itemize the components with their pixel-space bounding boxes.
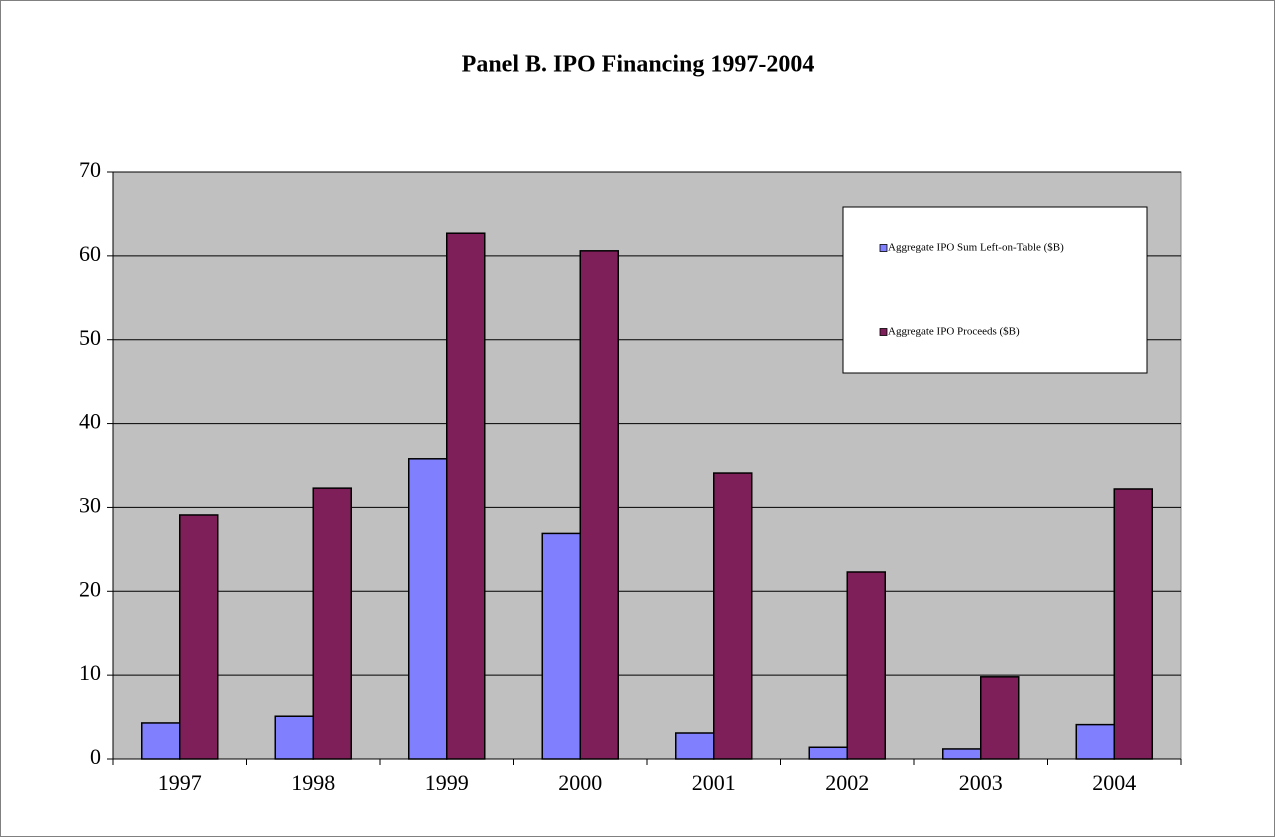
- x-tick-label: 2003: [959, 770, 1003, 795]
- bar: [675, 732, 715, 760]
- bar: [179, 514, 219, 760]
- x-tick-label: 2000: [558, 770, 602, 795]
- legend-label: Aggregate IPO Sum Left-on-Table ($B): [888, 242, 1064, 254]
- y-tick-label: 50: [79, 325, 101, 350]
- bar: [141, 722, 181, 760]
- x-tick-label: 2004: [1092, 770, 1136, 795]
- y-tick-label: 70: [79, 157, 101, 182]
- legend-label: Aggregate IPO Proceeds ($B): [888, 326, 1020, 338]
- x-tick-label: 1997: [158, 770, 202, 795]
- legend-swatch: [879, 244, 888, 252]
- chart-title: Panel B. IPO Financing 1997-2004: [462, 52, 815, 78]
- x-tick-label: 1999: [425, 770, 469, 795]
- bar: [579, 250, 619, 760]
- x-tick-label: 2002: [825, 770, 869, 795]
- legend-swatch: [879, 328, 888, 336]
- bar: [274, 715, 314, 760]
- bar: [942, 748, 982, 760]
- legend-box: [842, 206, 1148, 374]
- bar: [713, 472, 753, 760]
- bar: [1075, 723, 1115, 760]
- y-tick-label: 40: [79, 409, 101, 434]
- y-tick-label: 0: [90, 744, 101, 769]
- bar: [541, 532, 581, 760]
- bar: [446, 232, 486, 760]
- bar: [980, 676, 1020, 760]
- x-tick-label: 2001: [692, 770, 736, 795]
- bar: [1113, 488, 1153, 760]
- x-tick-label: 1998: [291, 770, 335, 795]
- y-tick-label: 30: [79, 492, 101, 517]
- bar: [808, 746, 848, 760]
- bar: [846, 571, 886, 760]
- y-tick-label: 60: [79, 241, 101, 266]
- bar: [408, 458, 448, 760]
- y-tick-label: 10: [79, 660, 101, 685]
- bar: [312, 487, 352, 760]
- y-tick-label: 20: [79, 576, 101, 601]
